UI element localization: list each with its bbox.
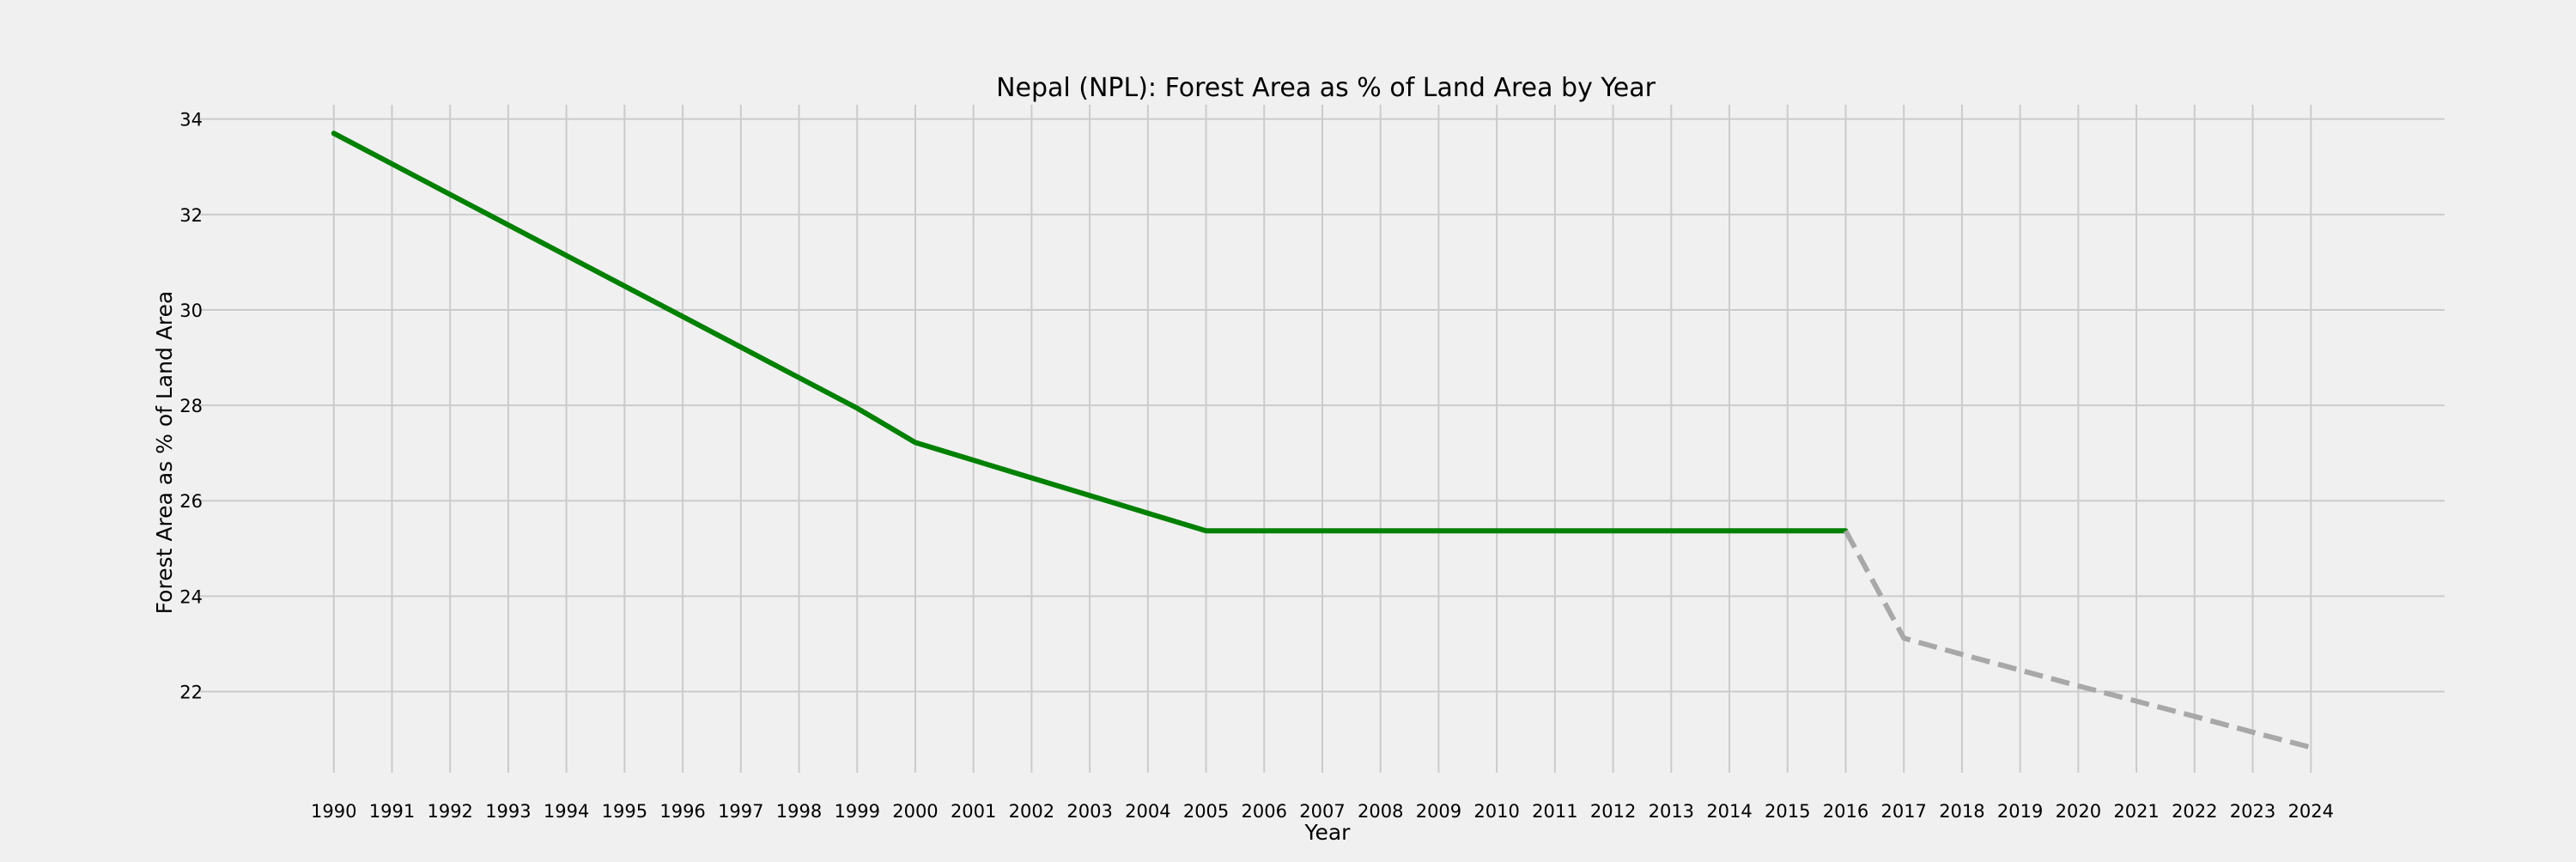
x-tick-label: 2022 [2172, 801, 2217, 822]
forest-area-series-line [331, 131, 1849, 534]
x-tick-label: 1994 [544, 801, 589, 822]
x-tick-label: 2017 [1880, 801, 1926, 822]
y-tick-label: 22 [179, 683, 203, 703]
x-tick-label: 2021 [2113, 801, 2159, 822]
x-tick-label: 1992 [427, 801, 472, 822]
x-tick-label: 2001 [951, 801, 996, 822]
y-axis-label: Forest Area as % of Land Area [152, 291, 177, 615]
x-tick-label: 1998 [776, 801, 822, 822]
x-tick-label: 2004 [1125, 801, 1170, 822]
series-layer [331, 131, 2312, 750]
x-tick-label: 1995 [602, 801, 647, 822]
x-tick-label: 2015 [1765, 801, 1810, 822]
x-tick-label: 2005 [1183, 801, 1229, 822]
y-tick-label: 26 [179, 491, 203, 512]
y-tick-label: 32 [179, 205, 203, 226]
y-tick-label: 24 [179, 586, 203, 607]
x-tick-label: 2014 [1706, 801, 1752, 822]
x-tick-label: 2023 [2230, 801, 2275, 822]
y-tick-label: 28 [179, 396, 203, 416]
x-tick-label: 2010 [1473, 801, 1519, 822]
chart-title: Nepal (NPL): Forest Area as % of Land Ar… [996, 73, 1656, 103]
x-tick-label: 1997 [718, 801, 763, 822]
x-tick-label: 2008 [1358, 801, 1403, 822]
x-axis-label: Year [1304, 820, 1352, 845]
x-tick-label: 1990 [311, 801, 356, 822]
x-tick-label: 2007 [1299, 801, 1345, 822]
x-tick-label: 2020 [2056, 801, 2101, 822]
x-tick-label: 1996 [659, 801, 705, 822]
x-tick-label: 2009 [1416, 801, 1461, 822]
x-tick-label: 2018 [1939, 801, 1984, 822]
x-tick-label: 2012 [1590, 801, 1636, 822]
x-tick-label: 2006 [1242, 801, 1287, 822]
grid [200, 105, 2445, 773]
x-tick-label: 2016 [1823, 801, 1868, 822]
y-tick-label: 30 [179, 300, 203, 321]
x-tick-label: 2002 [1009, 801, 1054, 822]
x-tick-label: 2011 [1532, 801, 1577, 822]
x-tick-label: 2013 [1649, 801, 1694, 822]
x-tick-label: 2000 [892, 801, 938, 822]
x-tick-label: 2003 [1066, 801, 1112, 822]
projection-series-line [1843, 529, 2312, 750]
tick-labels: 1990 1991 1992 1993 1994 1995 1996 1997 1998 1999… [179, 110, 2334, 822]
x-tick-label: 2019 [1997, 801, 2043, 822]
x-tick-label: 1999 [835, 801, 880, 822]
x-tick-label: 1993 [485, 801, 531, 822]
x-tick-label: 1991 [369, 801, 415, 822]
y-tick-label: 34 [179, 110, 203, 131]
x-tick-label: 2024 [2288, 801, 2334, 822]
